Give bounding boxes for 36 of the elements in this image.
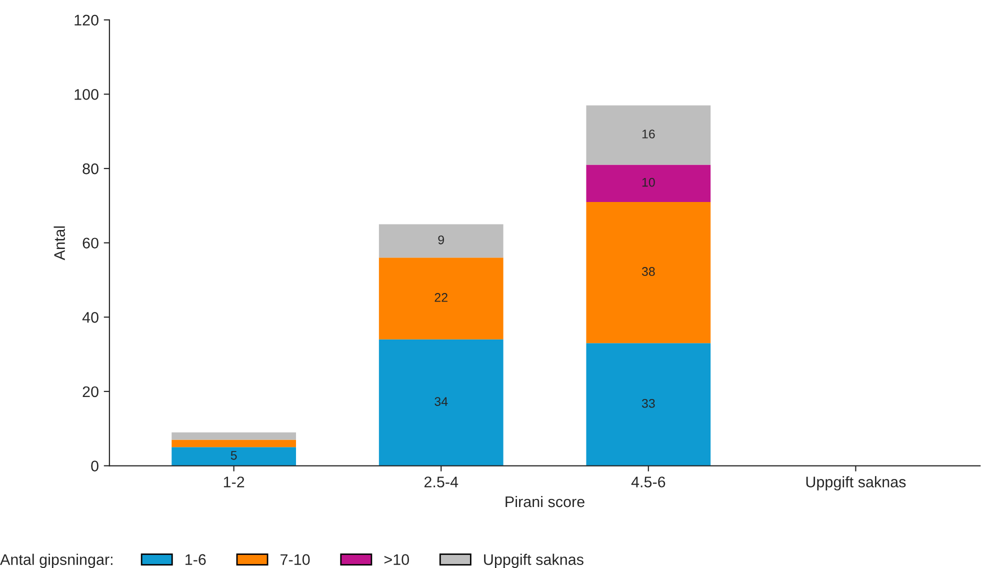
bar — [378, 258, 504, 340]
bar — [378, 224, 504, 258]
bar — [586, 202, 711, 344]
y-tick-label: 60 — [82, 238, 98, 249]
y-tick-label: 40 — [82, 312, 98, 323]
legend-label: 1-6 — [186, 554, 206, 565]
bar — [586, 105, 711, 165]
bar — [172, 447, 296, 466]
bar — [172, 432, 296, 440]
x-tick-label: 4.5-6 — [631, 476, 666, 488]
data-label: 9 — [438, 235, 444, 244]
x-tick-label: Uppgift saknas — [806, 476, 906, 490]
y-tick-label: 100 — [74, 89, 98, 100]
bar — [586, 164, 711, 202]
x-axis-title: Pirani score — [506, 496, 584, 508]
data-label: 34 — [434, 397, 448, 406]
data-label: 33 — [642, 398, 655, 408]
y-tick-label: 0 — [91, 460, 98, 472]
legend-label: >10 — [384, 554, 409, 565]
data-label: 5 — [230, 451, 237, 460]
data-label: 10 — [642, 178, 655, 187]
y-tick-label: 120 — [74, 14, 98, 26]
data-label: 22 — [434, 293, 448, 302]
y-tick-label: 80 — [82, 163, 98, 174]
y-axis-title: Antal — [54, 226, 65, 260]
y-tick-label: 20 — [82, 386, 98, 398]
data-label: 38 — [642, 267, 655, 276]
bar — [172, 440, 296, 448]
legend-title: Antal gipsningar: — [0, 554, 112, 568]
x-tick-label: 1-2 — [224, 476, 244, 488]
x-tick-label: 2.5-4 — [424, 476, 458, 488]
legend-label: 7-10 — [280, 554, 310, 565]
bar — [586, 343, 711, 466]
data-label: 16 — [642, 130, 655, 138]
legend-label: Uppgift saknas — [484, 554, 584, 568]
bar — [378, 339, 504, 466]
